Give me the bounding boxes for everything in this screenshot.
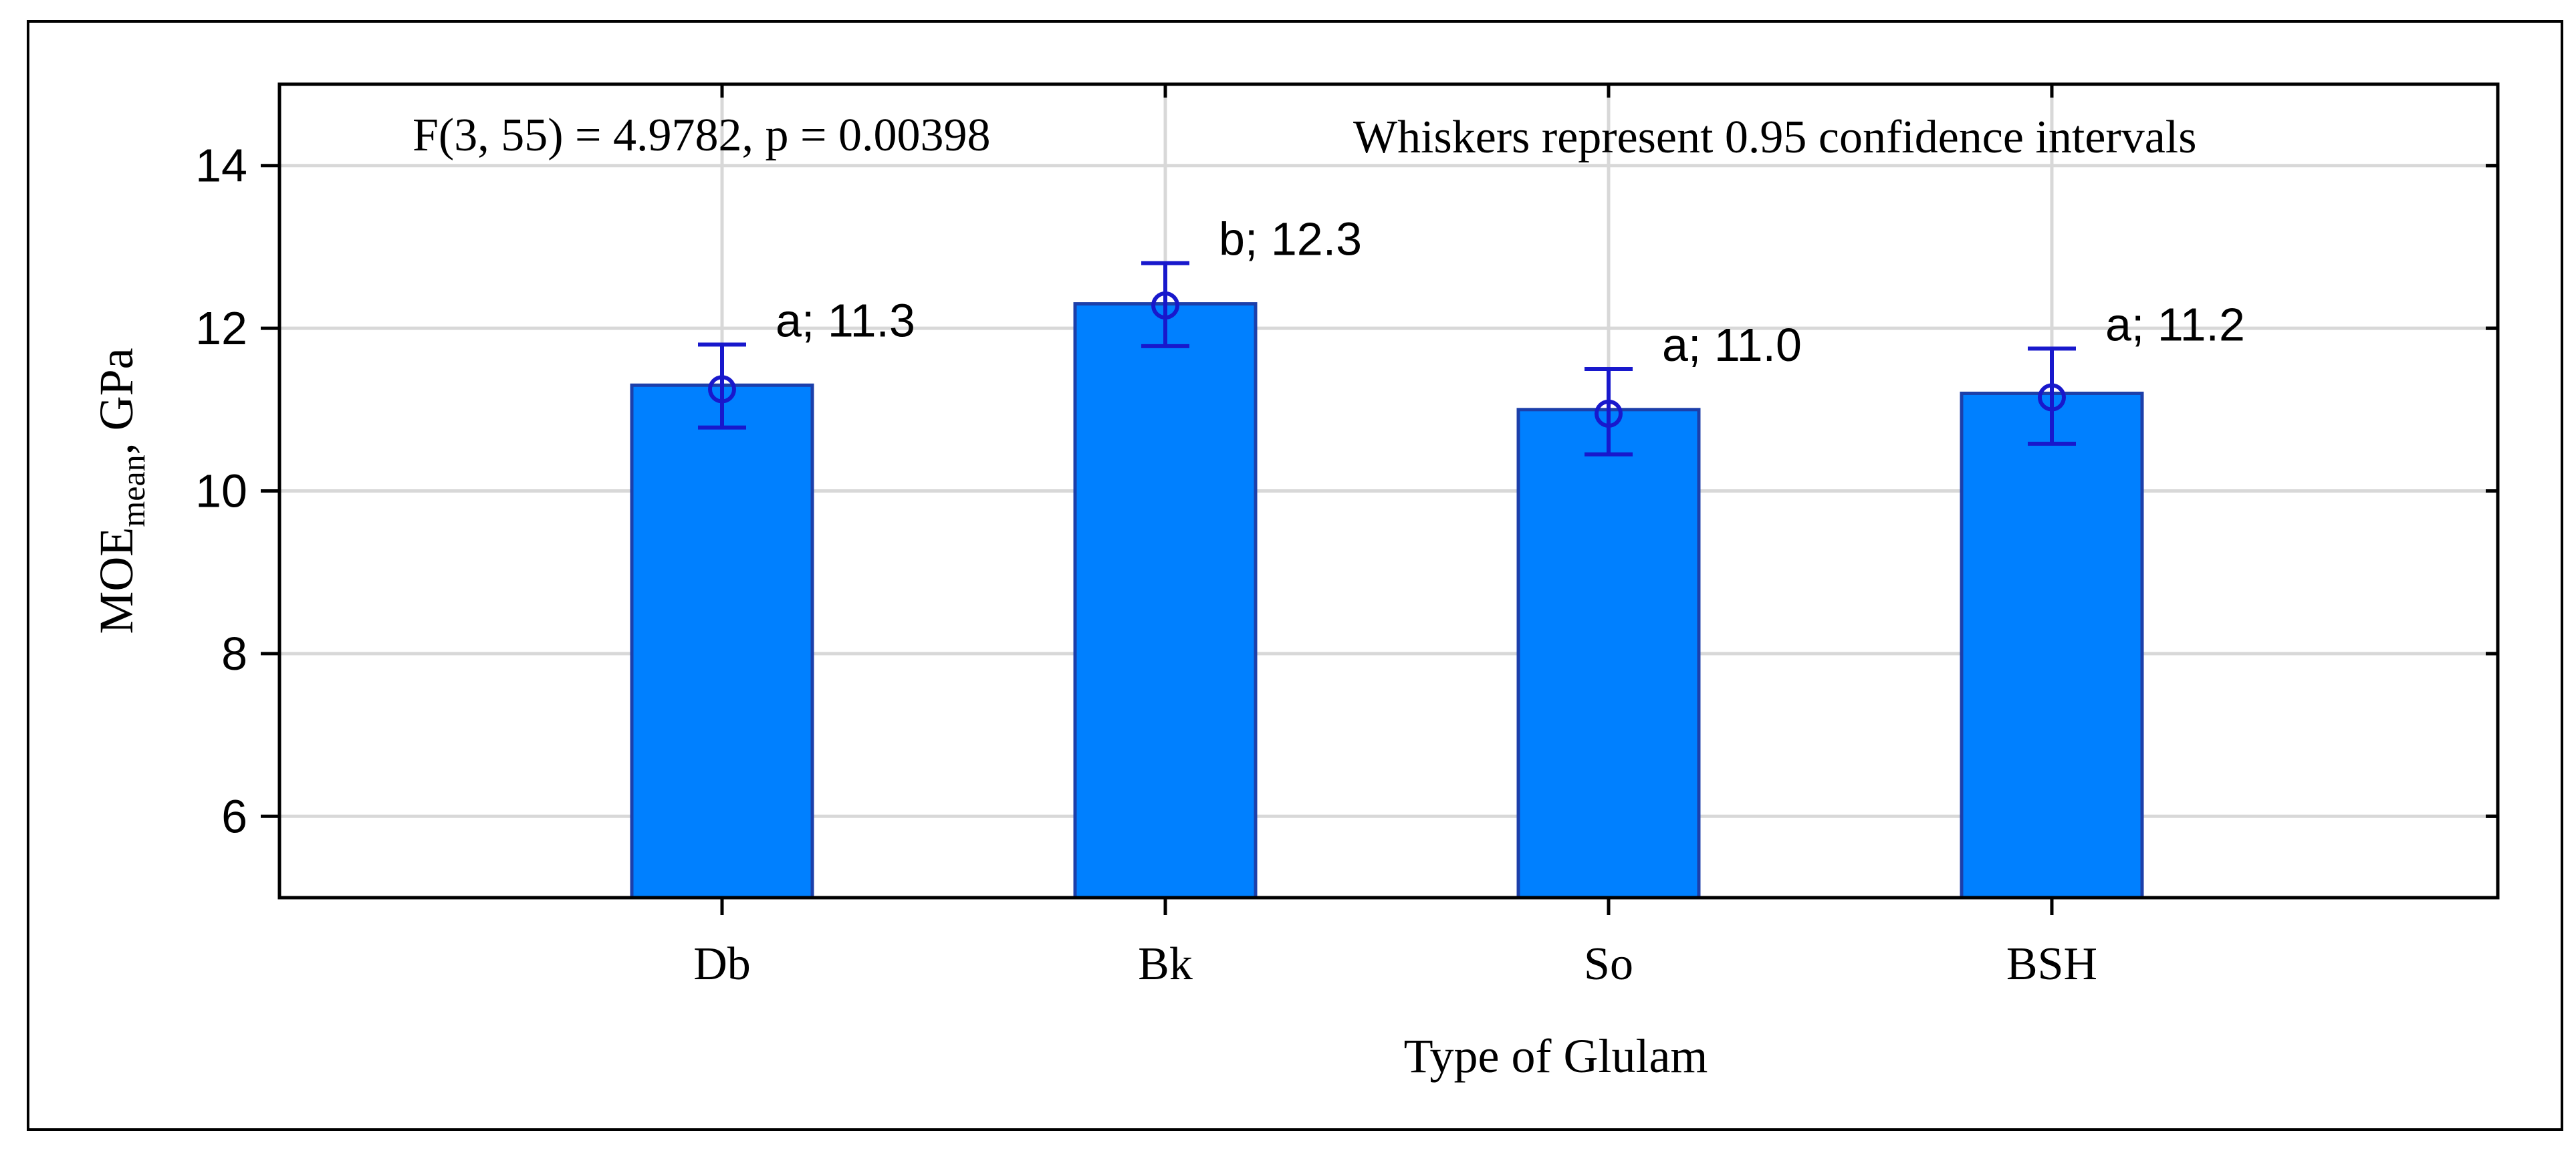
bar-db [630,383,814,900]
anova-annotation: F(3, 55) = 4.9782, p = 0.00398 [413,110,991,161]
x-tick-label-db: Db [693,938,751,990]
mean-marker-db [708,375,736,404]
x-tick-label-so: So [1584,938,1633,990]
bar-so [1516,408,1701,900]
y-axis-title-subscript: mean [114,455,152,527]
bar-bk [1073,302,1258,900]
error-bars [698,261,2076,457]
bar-bsh [1960,391,2144,900]
y-axis-title-main: MOE [90,527,143,634]
y-axis-title: MOEmean, GPa [90,348,152,634]
data-label-bk: b; 12.3 [1219,213,1362,265]
y-tick-label: 10 [195,465,247,517]
figure-frame [27,20,2563,1131]
y-tick-label: 8 [221,628,247,680]
whiskers-annotation: Whiskers represent 0.95 confidence inter… [1353,112,2196,163]
y-tick-label: 14 [195,140,247,192]
mean-marker-bk [1151,291,1179,320]
data-label-bsh: a; 11.2 [2105,299,2245,351]
tick-and-data-labels: 6 8 10 12 14 a; 11.3 Db b; 12.3 Bk a; 11.0 So a; 11… [195,140,2245,990]
bars [630,302,2144,900]
x-axis-title: Type of Glulam [1404,1029,1708,1083]
mean-marker-so [1595,399,1623,428]
y-tick-label: 12 [195,302,247,354]
x-tick-label-bsh: BSH [2006,938,2097,990]
data-label-so: a; 11.0 [1662,319,1802,371]
data-label-db: a; 11.3 [776,294,915,346]
axis-ticks [261,84,2498,915]
y-axis-title-suffix: , GPa [90,348,143,455]
mean-marker-bsh [2038,383,2066,412]
y-tick-label: 6 [221,790,247,842]
x-tick-label-bk: Bk [1138,938,1193,990]
